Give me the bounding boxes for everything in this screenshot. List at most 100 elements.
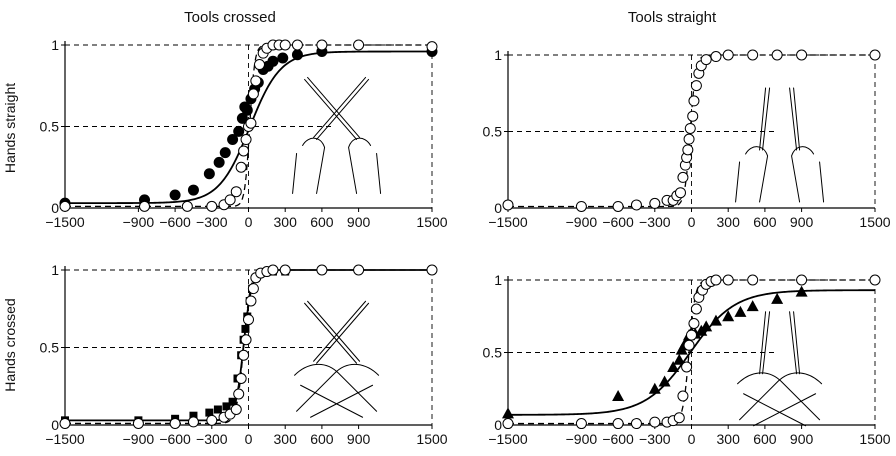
data-point-filled-circle — [236, 112, 248, 124]
x-tick-label: −300 — [639, 431, 671, 447]
illustration-stroke — [302, 137, 326, 194]
x-tick-label: 0 — [245, 431, 253, 447]
data-point-filled-circle — [291, 49, 303, 61]
data-point-open-circle — [187, 416, 199, 428]
x-tick-label: 900 — [347, 214, 371, 230]
panel-1: 0 0.5 1 −1500 −900 −600 −300 0 300 600 900 1500 — [483, 47, 891, 230]
y-tick-label: 1 — [51, 262, 59, 278]
data-point-open-circle — [238, 145, 250, 157]
data-point-filled-circle — [213, 156, 225, 168]
x-tick-label: −900 — [566, 431, 598, 447]
illustration-stroke — [296, 364, 380, 412]
data-point-open-circle — [630, 418, 642, 430]
data-point-open-circle — [688, 95, 700, 107]
x-tick-label: 1500 — [416, 431, 447, 447]
fit-curve-open-circle — [508, 279, 875, 425]
y-tick-label: 0.5 — [483, 124, 503, 140]
y-tick-label: 0 — [51, 200, 59, 216]
hands-tools-illustration — [294, 300, 380, 418]
data-point-filled-triangle — [709, 314, 722, 326]
data-point-open-circle — [245, 295, 257, 307]
illustration-stroke — [316, 78, 370, 140]
fit-curve-open-circle — [65, 44, 432, 208]
illustration-stroke — [793, 87, 801, 151]
x-tick-label: −600 — [159, 431, 191, 447]
x-tick-label: 0 — [688, 214, 696, 230]
x-tick-label: 0 — [688, 431, 696, 447]
data-point-filled-triangle — [722, 310, 735, 322]
data-point-open-circle — [235, 161, 247, 173]
fit-curve-open-circle — [65, 269, 432, 425]
x-tick-label: 300 — [717, 214, 741, 230]
data-point-open-circle — [250, 75, 262, 87]
illustration-stroke — [789, 311, 798, 375]
illustration-stroke — [313, 76, 367, 138]
data-point-open-circle — [247, 88, 259, 100]
illustration-stroke — [739, 372, 823, 421]
column-title-tools-straight: Tools straight — [627, 9, 717, 26]
data-point-open-circle — [206, 200, 218, 212]
data-point-open-circle — [796, 49, 808, 61]
data-point-filled-triangle — [771, 292, 784, 304]
data-point-open-circle — [690, 80, 702, 92]
illustration-stroke — [310, 384, 374, 418]
data-point-open-circle — [247, 283, 259, 295]
data-point-filled-square — [213, 405, 222, 414]
data-point-open-circle — [677, 171, 689, 183]
illustration-stroke — [759, 311, 767, 375]
data-point-filled-square — [189, 411, 198, 420]
data-point-open-circle — [426, 41, 438, 53]
illustration-stroke — [762, 87, 771, 151]
data-point-open-circle — [243, 314, 254, 326]
data-point-open-circle — [230, 404, 242, 415]
data-point-filled-circle — [267, 55, 279, 67]
data-point-filled-square — [228, 397, 237, 406]
data-point-filled-triangle — [667, 361, 680, 372]
data-point-open-circle — [683, 133, 695, 145]
panel-3: 0 0.5 1 −1500 −900 −600 −300 0 300 600 900 1500 — [483, 272, 891, 447]
data-point-open-circle — [254, 59, 266, 71]
data-point-filled-circle — [227, 134, 239, 146]
illustration-stroke — [307, 76, 361, 138]
illustration-stroke — [793, 311, 801, 375]
data-point-open-circle — [224, 194, 236, 206]
data-point-open-circle — [771, 49, 783, 61]
illustration-stroke — [789, 87, 798, 151]
illustration-stroke — [292, 152, 298, 194]
x-tick-label: 0 — [245, 214, 253, 230]
data-point-open-circle — [612, 418, 624, 430]
y-tick-label: 0.5 — [40, 340, 60, 356]
data-point-open-circle — [502, 199, 514, 211]
data-point-filled-triangle — [673, 353, 686, 365]
x-tick-label: −300 — [639, 214, 671, 230]
data-point-open-circle — [206, 414, 218, 426]
data-point-open-circle — [575, 200, 587, 212]
x-tick-label: 1500 — [859, 431, 890, 447]
data-point-open-circle — [747, 274, 759, 286]
data-point-open-circle — [710, 51, 722, 63]
illustration-stroke — [294, 364, 378, 412]
data-point-open-circle — [502, 418, 514, 430]
fit-curve-filled-triangle — [507, 289, 875, 416]
data-point-open-circle — [681, 361, 693, 373]
data-point-filled-circle — [203, 168, 215, 180]
data-point-filled-square — [241, 324, 250, 333]
data-point-open-circle — [673, 412, 685, 424]
illustration-stroke — [313, 300, 367, 362]
illustration-stroke — [791, 146, 815, 203]
illustration-stroke — [735, 161, 741, 203]
x-tick-label: 600 — [753, 431, 777, 447]
x-tick-label: −300 — [196, 214, 228, 230]
illustration-stroke — [348, 137, 372, 194]
data-point-filled-triangle — [658, 375, 671, 387]
data-point-open-circle — [59, 417, 71, 429]
x-tick-label: 600 — [310, 431, 334, 447]
illustration-stroke — [753, 393, 817, 427]
data-point-filled-triangle — [502, 407, 514, 419]
data-point-open-circle — [649, 197, 661, 209]
illustration-stroke — [304, 78, 358, 140]
data-point-filled-triangle — [700, 320, 713, 332]
data-point-open-circle — [240, 134, 252, 146]
y-tick-label: 0.5 — [483, 345, 503, 361]
